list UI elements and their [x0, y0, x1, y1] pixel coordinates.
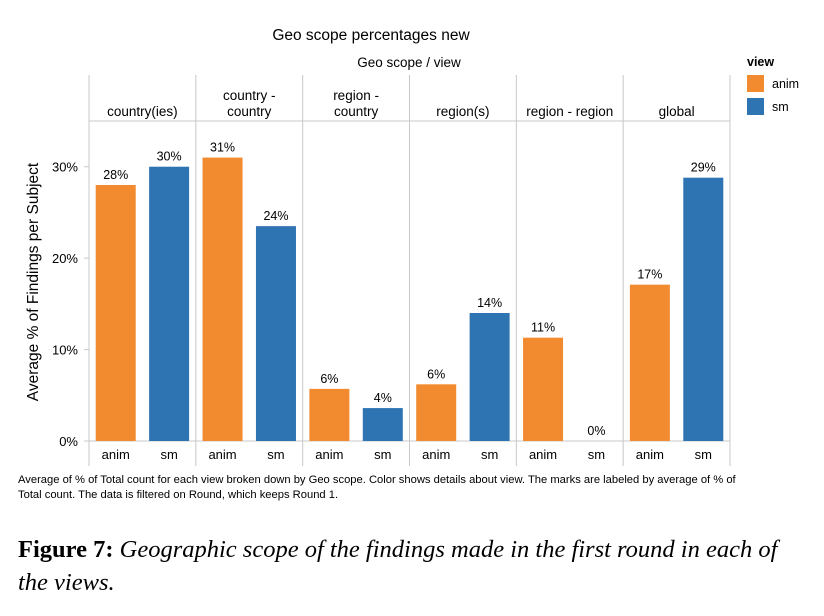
x-tick-label: sm: [481, 447, 498, 462]
bar-value-label: 6%: [427, 367, 445, 381]
legend-title: view: [747, 55, 774, 69]
group-header-label: global: [659, 104, 695, 119]
group-header-label: country(ies): [107, 104, 178, 119]
group-header-label: region(s): [436, 104, 489, 119]
chart-title: Geo scope percentages new: [272, 27, 470, 44]
x-tick-label: anim: [102, 447, 130, 462]
group-header-label: country -: [223, 88, 276, 103]
figure-caption: Figure 7: Geographic scope of the findin…: [18, 533, 808, 599]
bar-value-label: 17%: [637, 268, 662, 282]
bar-anim: [95, 185, 136, 441]
legend-label-sm: sm: [772, 100, 789, 114]
bar-value-label: 14%: [477, 296, 502, 310]
chart-description-note: Average of % of Total count for each vie…: [18, 474, 736, 501]
group-header-label: region -: [333, 88, 379, 103]
y-tick-label: 0%: [59, 434, 78, 449]
y-tick-label: 30%: [52, 160, 78, 175]
group-header-label: country: [227, 104, 272, 119]
x-tick-label: anim: [636, 447, 664, 462]
x-tick-label: sm: [588, 447, 605, 462]
bar-anim: [309, 388, 350, 441]
geo-scope-chart: Geo scope percentages new Geo scope / vie…: [25, 27, 799, 466]
bar-anim: [202, 157, 243, 442]
group-header-label: region - region: [526, 104, 613, 119]
y-tick-label: 20%: [52, 251, 78, 266]
bar-sm: [362, 408, 403, 441]
bar-value-label: 0%: [587, 424, 605, 438]
bar-value-label: 28%: [103, 168, 128, 182]
bar-sm: [469, 313, 510, 441]
bar-sm: [149, 166, 190, 441]
x-tick-label: sm: [374, 447, 391, 462]
x-tick-label: anim: [315, 447, 343, 462]
x-tick-label: sm: [267, 447, 284, 462]
bar-value-label: 4%: [374, 391, 392, 405]
bar-sm: [683, 177, 724, 441]
legend-label-anim: anim: [772, 77, 799, 91]
bar-value-label: 11%: [531, 321, 555, 335]
x-tick-label: sm: [695, 447, 712, 462]
y-axis-label: Average % of Findings per Subject: [25, 162, 42, 401]
figure-label: Figure 7:: [18, 536, 114, 563]
bar-sm: [255, 226, 296, 441]
group-header-label: country: [334, 104, 379, 119]
x-tick-label: anim: [208, 447, 236, 462]
y-tick-label: 10%: [52, 343, 78, 358]
bar-value-label: 31%: [210, 141, 235, 155]
x-tick-label: anim: [529, 447, 557, 462]
bar-anim: [416, 384, 457, 441]
figure-caption-text: Geographic scope of the findings made in…: [18, 536, 778, 596]
bar-value-label: 24%: [263, 209, 288, 223]
column-header-label: Geo scope / view: [357, 55, 461, 70]
bar-value-label: 29%: [691, 161, 716, 175]
bar-anim: [523, 337, 564, 441]
x-tick-label: sm: [160, 447, 177, 462]
bar-anim: [629, 284, 670, 441]
x-tick-label: anim: [422, 447, 450, 462]
bar-value-label: 6%: [320, 372, 338, 386]
bar-value-label: 30%: [157, 150, 182, 164]
legend-swatch-sm: [747, 98, 764, 115]
legend-swatch-anim: [747, 75, 764, 92]
